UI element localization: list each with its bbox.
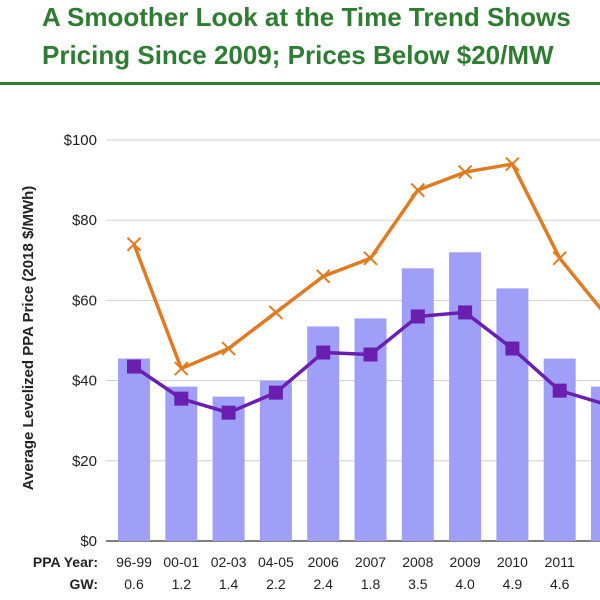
purple-square-marker — [127, 359, 141, 374]
gw-value-label: 1.4 — [219, 576, 239, 592]
gw-labels: 0.6 1.2 1.4 2.2 2.4 1.8 3.5 4.0 4.9 4.6 — [124, 576, 569, 592]
orange-x-marker — [268, 305, 284, 320]
purple-square-marker — [552, 383, 567, 398]
gw-value-label: 0.6 — [124, 576, 144, 592]
gw-value-label: 4.9 — [503, 576, 523, 592]
ppa-year-row-label: PPA Year: — [33, 554, 98, 570]
gw-row-label: GW: — [69, 576, 98, 592]
x-tick-label: 00-01 — [163, 554, 199, 570]
x-tick-label: 2007 — [355, 554, 386, 570]
x-tick-label: 2008 — [402, 554, 433, 570]
gw-value-label: 1.8 — [361, 576, 381, 592]
y-tick-label: $80 — [72, 212, 97, 229]
y-tick-label: $60 — [72, 292, 97, 309]
y-tick-labels: $0 $20 $40 $60 $80 $100 — [64, 132, 97, 550]
orange-x-marker — [221, 341, 236, 356]
x-tick-label: 2011 — [545, 554, 575, 570]
orange-x-marker — [457, 164, 473, 180]
y-tick-label: $0 — [80, 533, 97, 550]
bar-series — [118, 252, 600, 541]
purple-line-series — [127, 305, 600, 420]
gw-value-label: 3.5 — [408, 576, 428, 592]
gw-value-label: 4.0 — [455, 576, 475, 592]
gw-value-label: 2.2 — [266, 576, 286, 592]
y-axis-label: Average Levelized PPA Price (2018 $/MWh) — [20, 186, 37, 491]
orange-x-marker — [315, 269, 331, 284]
bar — [118, 358, 150, 541]
gw-value-label: 2.4 — [313, 576, 333, 592]
orange-x-marker — [552, 251, 567, 266]
y-tick-label: $20 — [72, 453, 97, 470]
x-tick-label: 96-99 — [116, 554, 152, 570]
orange-x-marker — [174, 361, 189, 376]
x-tick-label: 04-05 — [258, 554, 294, 570]
bar — [259, 380, 292, 541]
x-tick-labels: 96-99 00-01 02-03 04-05 2006 2007 2008 2009 2010… — [116, 554, 575, 570]
x-tick-label: 2006 — [308, 554, 339, 570]
orange-x-marker — [505, 156, 520, 172]
bar — [401, 268, 434, 541]
purple-square-marker — [316, 345, 331, 360]
bar — [591, 386, 600, 541]
x-tick-label: 2010 — [497, 554, 528, 570]
purple-square-marker — [268, 385, 283, 400]
orange-x-marker — [410, 182, 426, 198]
purple-square-marker — [221, 405, 236, 420]
title-line-1: A Smoother Look at the Time Trend Shows — [42, 2, 571, 32]
title-line-2: Pricing Since 2009; Prices Below $20/MW — [42, 40, 554, 70]
bar — [165, 386, 198, 541]
gw-value-label: 4.6 — [550, 576, 570, 592]
orange-x-marker — [126, 237, 142, 252]
bar — [449, 252, 482, 541]
bar — [212, 396, 245, 541]
title-block: A Smoother Look at the Time Trend Shows … — [0, 0, 600, 85]
y-tick-label: $100 — [64, 132, 97, 149]
purple-square-marker — [174, 391, 189, 406]
y-tick-label: $40 — [72, 373, 97, 390]
x-tick-label: 2009 — [450, 554, 481, 570]
x-tick-label: 02-03 — [211, 554, 247, 570]
purple-square-marker — [363, 347, 378, 362]
purple-square-marker — [410, 309, 425, 324]
purple-square-marker — [458, 305, 473, 320]
orange-line-series — [126, 156, 600, 376]
orange-x-marker — [363, 251, 378, 266]
gw-value-label: 1.2 — [172, 576, 192, 592]
bar — [496, 288, 529, 541]
purple-square-marker — [505, 341, 520, 356]
